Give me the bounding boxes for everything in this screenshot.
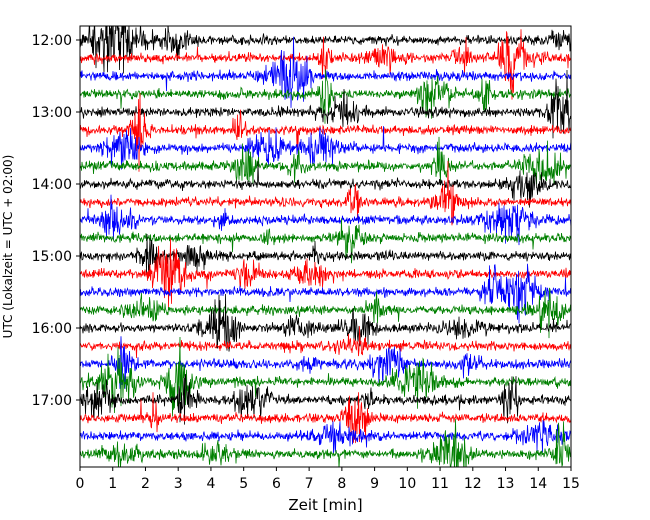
trace-row-12 (80, 233, 571, 276)
x-tick-label: 11 (431, 476, 449, 492)
x-tick-label: 7 (305, 476, 314, 492)
y-tick-label: 16:00 (32, 321, 72, 337)
x-tick-label: 9 (370, 476, 379, 492)
trace-row-17 (80, 326, 571, 359)
trace-row-15 (80, 287, 571, 339)
y-tick-label: 14:00 (32, 177, 72, 193)
x-tick-label: 2 (141, 476, 150, 492)
y-tick-label: 12:00 (32, 33, 72, 49)
trace-row-3 (80, 69, 571, 124)
trace-row-20 (80, 373, 571, 425)
trace-row-7 (80, 136, 571, 186)
trace-row-16 (80, 293, 571, 352)
trace-row-22 (80, 419, 571, 454)
trace-row-5 (80, 92, 571, 172)
trace-row-4 (80, 69, 571, 139)
trace-row-19 (80, 336, 571, 417)
x-tick-label: 5 (239, 476, 248, 492)
trace-row-6 (80, 126, 571, 170)
y-axis-label: UTC (Lokalzeit = UTC + 02:00) (1, 155, 15, 339)
x-axis: 0 1 2 3 4 5 6 7 8 9 10 11 12 13 14 15 (76, 467, 580, 492)
y-tick-label: 17:00 (32, 393, 72, 409)
y-tick-label: 13:00 (32, 105, 72, 121)
trace-row-21 (80, 392, 571, 444)
x-tick-label: 15 (562, 476, 580, 492)
x-tick-label: 13 (497, 476, 515, 492)
trace-row-18 (80, 336, 571, 390)
x-tick-label: 10 (398, 476, 416, 492)
x-tick-label: 6 (272, 476, 281, 492)
x-tick-label: 1 (108, 476, 117, 492)
x-tick-label: 3 (174, 476, 183, 492)
trace-row-11 (80, 218, 571, 264)
trace-row-10 (80, 194, 571, 246)
x-tick-label: 14 (529, 476, 547, 492)
trace-row-9 (80, 160, 571, 226)
trace-row-14 (80, 263, 571, 324)
x-tick-label: 0 (76, 476, 85, 492)
y-axis: 12:00 13:00 14:00 15:00 16:00 17:00 (32, 33, 80, 409)
x-tick-label: 4 (206, 476, 215, 492)
trace-row-8 (80, 161, 571, 208)
x-axis-label: Zeit [min] (288, 496, 362, 514)
trace-row-23 (80, 419, 571, 467)
plot-frame (79, 25, 572, 468)
x-tick-label: 12 (464, 476, 482, 492)
x-tick-label: 8 (337, 476, 346, 492)
trace-row-0 (80, 26, 571, 74)
trace-group (80, 26, 571, 467)
y-tick-label: 15:00 (32, 249, 72, 265)
